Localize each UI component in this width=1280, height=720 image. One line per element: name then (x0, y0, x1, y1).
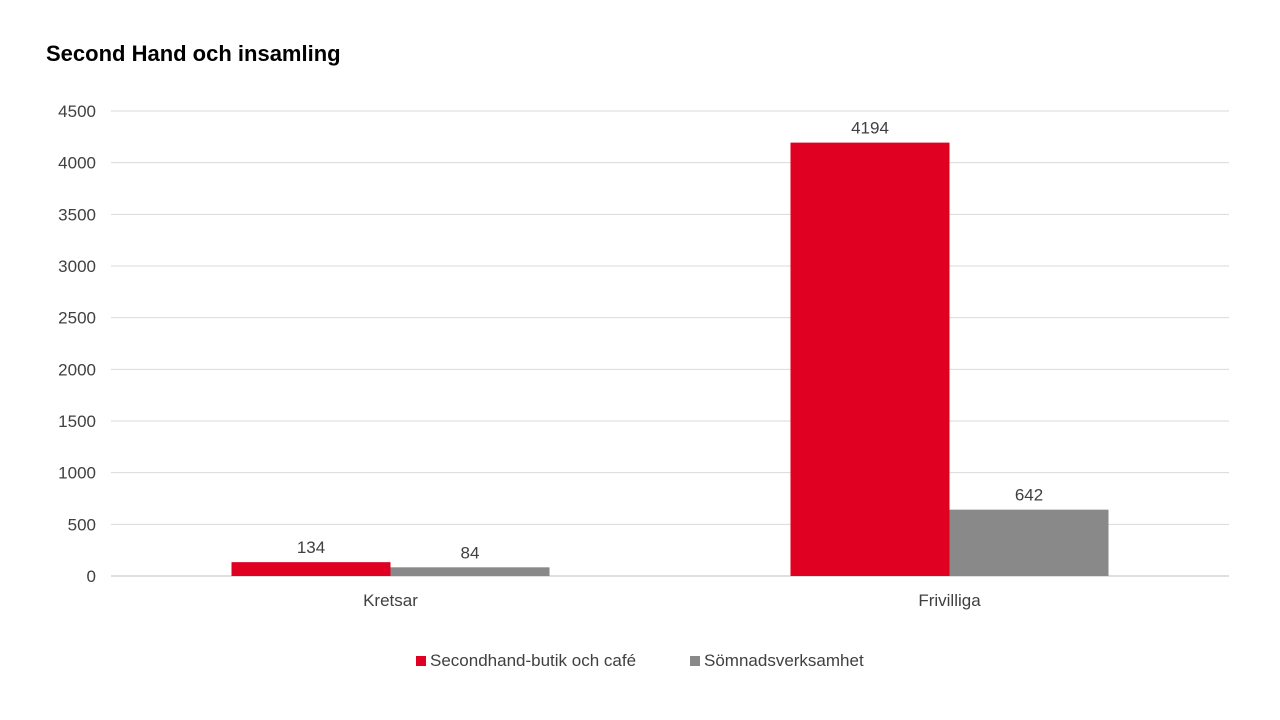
y-tick-label: 2500 (58, 309, 96, 328)
bar (231, 562, 391, 576)
y-tick-label: 1000 (58, 464, 96, 483)
data-label: 4194 (851, 119, 889, 138)
y-tick-label: 4000 (58, 154, 96, 173)
legend-label: Sömnadsverksamhet (704, 651, 864, 670)
data-label: 134 (297, 538, 325, 557)
y-tick-label: 3500 (58, 205, 96, 224)
x-tick-label: Kretsar (363, 591, 418, 610)
y-tick-label: 2000 (58, 360, 96, 379)
bar (790, 142, 950, 576)
y-tick-label: 0 (87, 567, 96, 586)
chart-title: Second Hand och insamling (46, 41, 341, 66)
bar (390, 567, 550, 576)
y-tick-label: 1500 (58, 412, 96, 431)
y-tick-label: 4500 (58, 102, 96, 121)
data-label: 84 (461, 543, 480, 562)
x-tick-label: Frivilliga (918, 591, 981, 610)
y-tick-label: 500 (68, 515, 96, 534)
legend-swatch (690, 656, 700, 666)
legend-swatch (416, 656, 426, 666)
data-label: 642 (1015, 486, 1043, 505)
legend-label: Secondhand-butik och café (430, 651, 636, 670)
bar (949, 509, 1109, 576)
y-tick-label: 3000 (58, 257, 96, 276)
